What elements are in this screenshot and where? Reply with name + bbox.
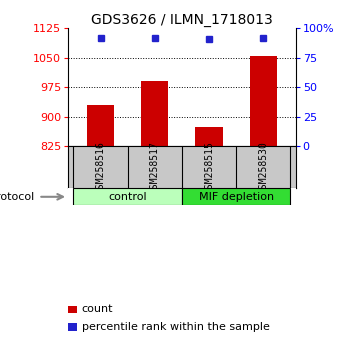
Bar [250,56,277,146]
Text: count: count [82,304,113,314]
Bar [195,127,223,146]
Text: percentile rank within the sample: percentile rank within the sample [82,322,270,332]
Text: control: control [108,192,147,202]
Bar [141,81,168,146]
Text: GSM258516: GSM258516 [96,141,105,194]
Bar [182,188,290,205]
Bar [73,188,182,205]
Title: GDS3626 / ILMN_1718013: GDS3626 / ILMN_1718013 [91,13,273,27]
Text: protocol: protocol [0,192,34,202]
Text: GSM258530: GSM258530 [258,141,268,194]
Text: GSM258515: GSM258515 [204,141,214,194]
Text: MIF depletion: MIF depletion [199,192,274,202]
Text: GSM258517: GSM258517 [150,141,160,194]
Bar [87,105,114,146]
